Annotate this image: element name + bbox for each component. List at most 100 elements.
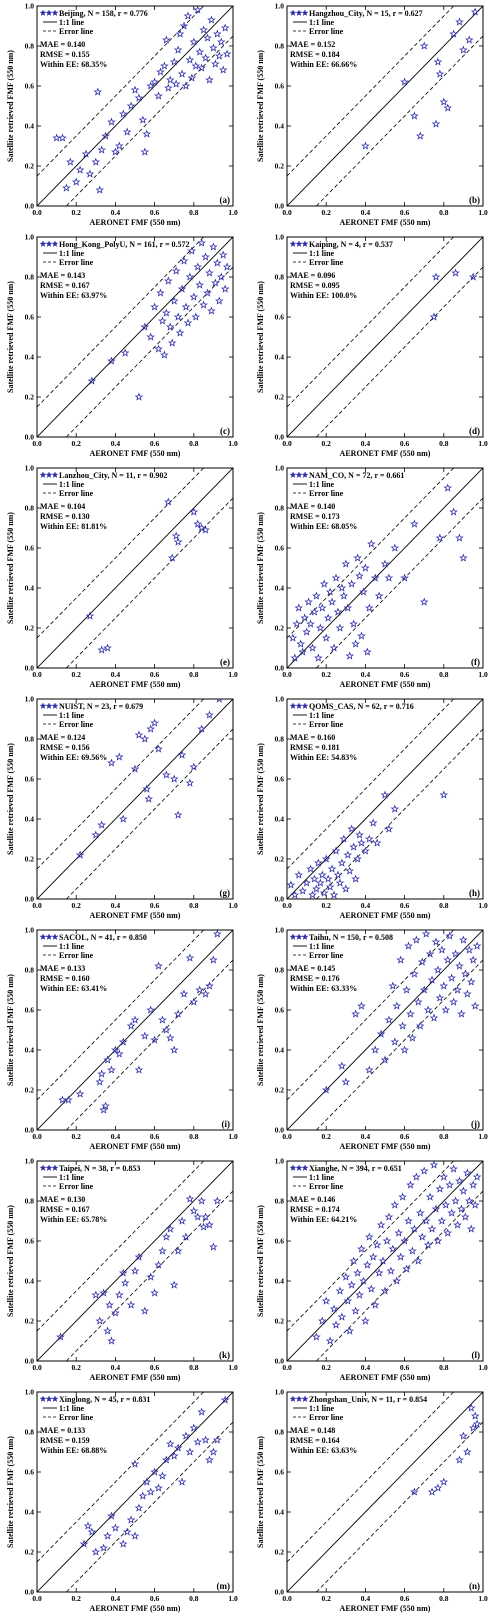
legend-star-icon	[289, 702, 297, 710]
data-point	[394, 1228, 404, 1237]
data-point	[101, 131, 110, 140]
x-tick-label: 1.0	[228, 1363, 238, 1372]
data-point	[130, 1266, 140, 1275]
data-point	[321, 1296, 331, 1305]
data-point	[306, 619, 315, 628]
y-axis-label: Satellite retrieved FMF (550 nm)	[6, 50, 15, 162]
data-point	[201, 53, 210, 62]
data-point	[398, 1192, 407, 1201]
legend-star-icon	[301, 933, 309, 941]
y-tick-label: 0.2	[25, 1317, 35, 1326]
legend-star-icon	[51, 933, 59, 941]
data-point	[366, 539, 376, 548]
data-point	[463, 989, 472, 998]
y-axis-label: Satellite retrieved FMF (550 nm)	[6, 1436, 15, 1548]
data-point	[437, 945, 447, 954]
legend-error-label: Error line	[309, 720, 344, 729]
data-point	[144, 794, 154, 803]
data-point	[173, 810, 183, 819]
y-tick-label: 0.0	[275, 433, 285, 442]
data-point	[195, 47, 204, 56]
legend-title: Lanzhou_City, N = 11, r = 0.902	[59, 471, 167, 480]
data-point	[470, 1411, 480, 1420]
y-tick-label: 0.4	[25, 815, 35, 824]
plot-frame	[36, 929, 234, 1131]
stat-text: RMSE = 0.176	[290, 974, 340, 983]
x-tick-label: 0.6	[400, 1594, 410, 1603]
data-point	[173, 312, 183, 321]
data-point	[406, 1009, 415, 1018]
legend-error-label: Error line	[59, 258, 94, 267]
x-tick-label: 0.2	[322, 1363, 332, 1372]
upper-error-line	[37, 930, 205, 1101]
scatter-panel: 0.0 0.0 0.2 0.2 0.4 0.4 0.6 0.6 0.8 0.8 1.0 1.0 AERO…	[0, 462, 250, 693]
y-tick-label: 0.6	[25, 1237, 35, 1246]
data-point	[410, 1224, 419, 1233]
y-tick-label: 0.4	[25, 353, 35, 362]
x-axis-label: AERONET FMF (550 nm)	[90, 1373, 181, 1382]
stat-text: Within EE: 100.0%	[290, 291, 357, 300]
data-point	[97, 1069, 106, 1078]
y-tick-label: 0.4	[25, 1277, 35, 1286]
data-point	[169, 774, 179, 783]
data-point	[365, 834, 374, 843]
legend-error-label: Error line	[309, 951, 344, 960]
x-tick-label: 1.0	[478, 1132, 488, 1141]
data-point	[419, 597, 429, 606]
scatter-plot-svg: 0.00.0 0.2 0.2 0.4 0.4 0.6 0.6 0.8 0.8 1.0 1.0 AERO…	[6, 2, 238, 228]
x-tick-label: 1.0	[478, 670, 488, 679]
data-point	[81, 149, 91, 158]
data-point	[349, 619, 358, 628]
scatter-plot-svg: 0.00.0 0.2 0.2 0.4 0.4 0.6 0.6 0.8 0.8 1.0 1.0 AERO…	[256, 2, 488, 228]
data-point	[468, 272, 478, 281]
data-point	[118, 1539, 128, 1548]
data-point	[140, 147, 150, 156]
data-point	[365, 1232, 374, 1241]
x-tick-label: 0.2	[72, 208, 82, 217]
legend-title: Xianghe, N = 394, r = 0.651	[309, 1164, 402, 1173]
data-point	[160, 350, 169, 359]
data-point	[443, 1228, 453, 1237]
data-point	[398, 1021, 407, 1030]
data-point	[361, 1316, 370, 1325]
data-point	[443, 103, 453, 112]
stat-text: RMSE = 0.156	[40, 743, 90, 752]
data-point	[470, 1001, 480, 1010]
data-point	[79, 1539, 89, 1548]
data-point	[449, 997, 458, 1006]
data-point	[345, 866, 355, 875]
x-tick-label: 0.2	[322, 1594, 332, 1603]
data-point	[408, 1033, 417, 1042]
data-point	[122, 1527, 132, 1536]
data-point	[404, 941, 413, 950]
stat-text: RMSE = 0.130	[40, 512, 90, 521]
stat-text: Within EE: 64.21%	[290, 1215, 357, 1224]
data-point	[179, 256, 189, 265]
data-point	[380, 1286, 390, 1295]
data-point	[370, 1300, 380, 1309]
y-tick-label: 0.0	[275, 1357, 285, 1366]
data-point	[421, 930, 431, 938]
data-point	[433, 1236, 443, 1245]
data-point	[183, 318, 193, 327]
lower-error-line	[316, 266, 483, 437]
y-tick-label: 0.8	[25, 42, 35, 51]
data-point	[142, 1477, 152, 1486]
x-tick-label: 0.4	[361, 1594, 371, 1603]
one-to-one-line	[37, 6, 233, 206]
upper-error-line	[287, 1161, 455, 1332]
legend-line-label: 1:1 line	[309, 480, 335, 489]
data-point	[459, 1186, 468, 1195]
data-point	[158, 1246, 167, 1255]
data-point	[181, 302, 191, 311]
data-point	[177, 284, 187, 293]
x-tick-label: 0.4	[361, 901, 371, 910]
stat-text: Within EE: 66.66%	[290, 60, 357, 69]
data-point	[140, 1306, 150, 1315]
y-tick-label: 0.6	[275, 1468, 285, 1477]
y-tick-label: 0.2	[25, 393, 35, 402]
data-point	[380, 790, 390, 799]
data-point	[329, 643, 339, 652]
data-point	[91, 1547, 101, 1556]
data-point	[472, 1419, 482, 1428]
